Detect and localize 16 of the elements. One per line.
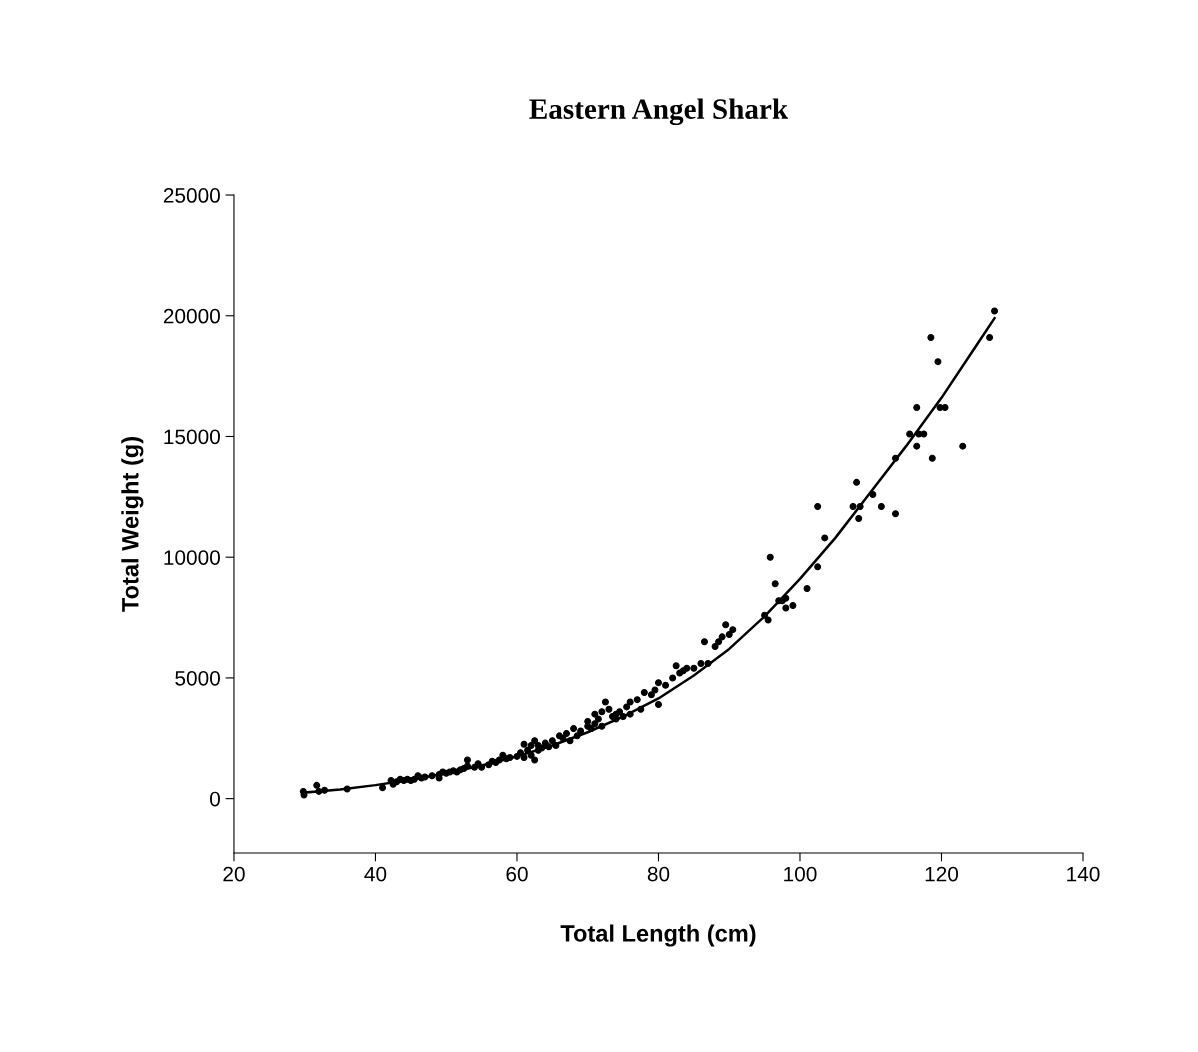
y-tick-label: 5000 [175, 670, 220, 686]
y-tick-label: 15000 [164, 429, 220, 445]
x-tick-label: 100 [784, 866, 817, 882]
x-tick-label: 80 [647, 866, 670, 882]
x-tick-label: 20 [223, 866, 245, 882]
x-tick-label: 140 [1067, 866, 1100, 882]
x-tick-label: 60 [506, 866, 528, 882]
y-tick-label: 10000 [164, 550, 220, 565]
x-tick-label: 40 [364, 866, 387, 882]
chart-title: Eastern Angel Shark [529, 98, 789, 126]
y-tick-label: 25000 [163, 188, 220, 203]
y-tick-label: 20000 [163, 308, 220, 324]
x-axis-title: Total Length (cm) [560, 924, 756, 947]
y-axis-title: Total Weight (g) [121, 437, 144, 612]
y-tick-label: 0 [210, 791, 220, 807]
x-tick-label: 120 [925, 866, 959, 882]
